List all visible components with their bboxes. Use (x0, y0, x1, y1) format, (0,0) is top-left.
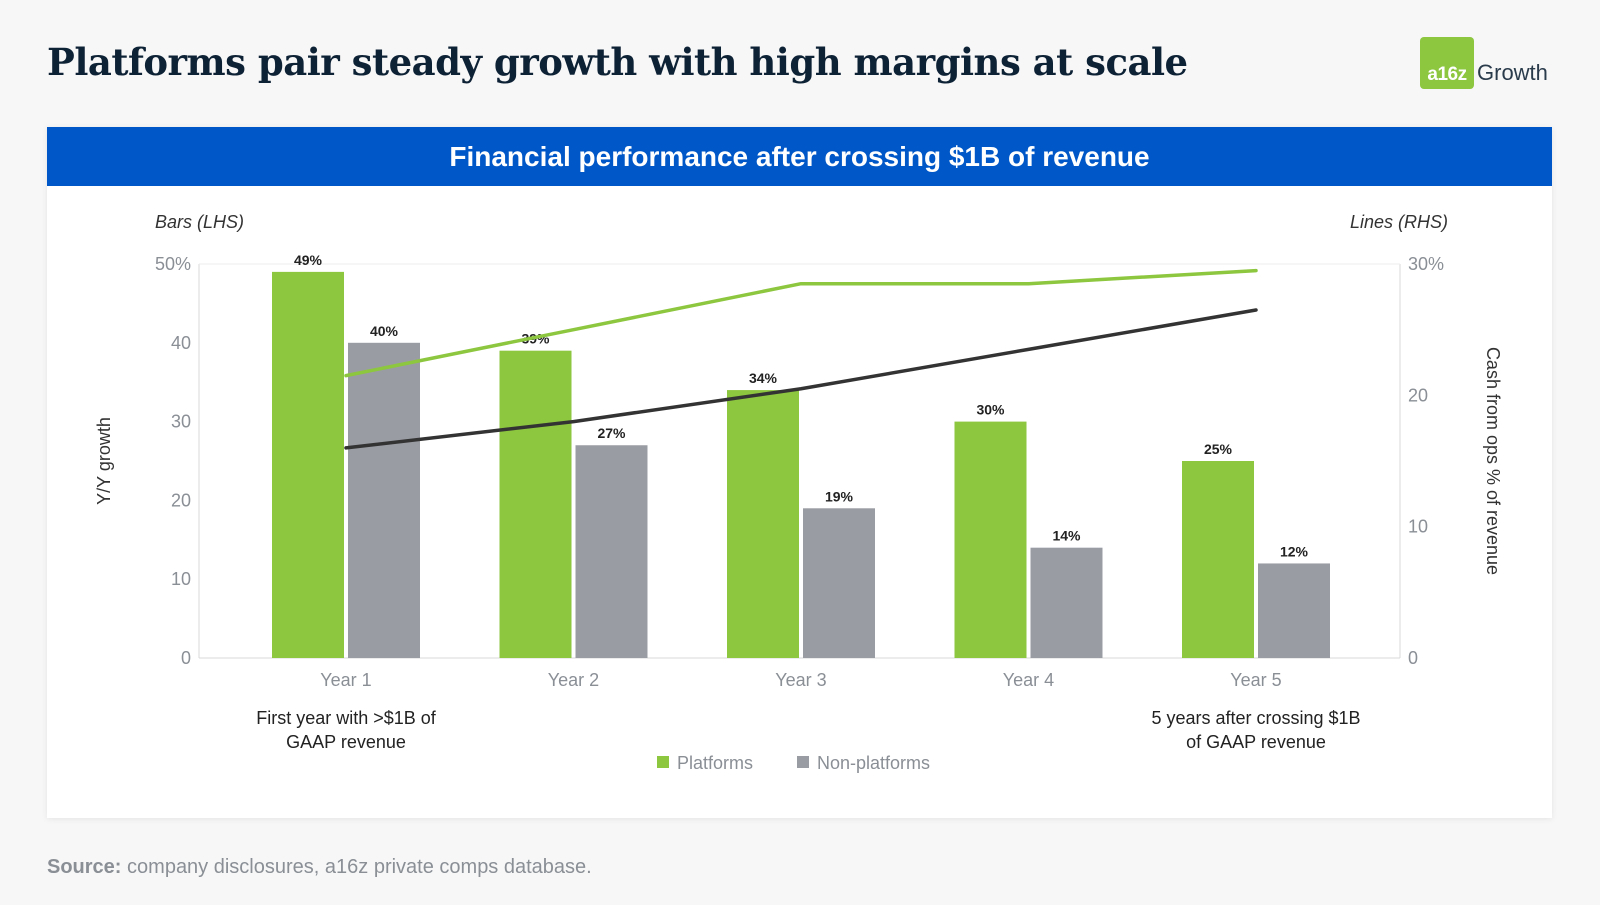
platforms-cfo-line (344, 268, 1258, 378)
right-axis-title: Lines (RHS) (1350, 212, 1448, 232)
x-tick-label: Year 5 (1230, 670, 1281, 690)
platforms-bar-label: 49% (294, 252, 323, 268)
x-tick-label: Year 4 (1003, 670, 1054, 690)
year-annotation: 5 years after crossing $1B (1151, 708, 1360, 728)
non-platforms-bar (1258, 563, 1330, 658)
non-platforms-bar-label: 40% (370, 323, 399, 339)
year-annotation: GAAP revenue (286, 732, 406, 752)
logo-wordmark: Growth (1477, 60, 1548, 85)
chart-banner-title: Financial performance after crossing $1B… (47, 127, 1552, 186)
source-note: Source: company disclosures, a16z privat… (47, 856, 592, 879)
non-platforms-bar-label: 27% (597, 425, 626, 441)
platforms-bar (499, 350, 572, 658)
year-annotation: First year with >$1B of (256, 708, 437, 728)
right-axis-label: Cash from ops % of revenue (1483, 347, 1503, 575)
right-tick-label: 30% (1408, 254, 1444, 274)
x-tick-label: Year 2 (548, 670, 599, 690)
legend-swatch-platforms (657, 756, 669, 768)
non-platforms-bar (348, 342, 420, 658)
logo-mark: a16z (1427, 64, 1467, 85)
x-tick-label: Year 3 (775, 670, 826, 690)
non-platforms-bar (803, 508, 875, 658)
left-axis-title: Bars (LHS) (155, 212, 244, 232)
platforms-bar-label: 30% (976, 402, 1005, 418)
left-tick-label: 20 (171, 490, 191, 510)
source-text: company disclosures, a16z private comps … (127, 856, 592, 878)
logo-badge: a16z (1420, 37, 1474, 89)
legend-label-non-platforms: Non-platforms (817, 753, 930, 773)
right-tick-label: 0 (1408, 648, 1418, 668)
platforms-bar-label: 34% (749, 370, 778, 386)
non-platforms-bar-label: 12% (1280, 543, 1309, 559)
legend-label-platforms: Platforms (677, 753, 753, 773)
non-platforms-bar (575, 445, 648, 658)
page-title: Platforms pair steady growth with high m… (47, 40, 1188, 84)
platforms-bar (1182, 461, 1254, 658)
non-platforms-bar-label: 19% (825, 488, 854, 504)
right-tick-label: 10 (1408, 517, 1428, 537)
left-tick-label: 30 (171, 412, 191, 432)
non-platforms-bar (1030, 547, 1103, 658)
left-tick-label: 0 (181, 648, 191, 668)
left-tick-label: 10 (171, 569, 191, 589)
left-tick-label: 50% (155, 254, 191, 274)
right-tick-label: 20 (1408, 385, 1428, 405)
non-platforms-cfo-line (344, 308, 1258, 450)
source-label: Source: (47, 856, 122, 878)
legend-swatch-non-platforms (797, 756, 809, 768)
left-tick-label: 40 (171, 333, 191, 353)
platforms-bar (727, 390, 799, 658)
left-axis-label: Y/Y growth (94, 417, 114, 505)
platforms-bar-label: 25% (1204, 441, 1233, 457)
platforms-bar (272, 271, 344, 658)
platforms-bar (954, 421, 1027, 658)
year-annotation: of GAAP revenue (1186, 732, 1326, 752)
non-platforms-bar-label: 14% (1052, 528, 1081, 544)
x-tick-label: Year 1 (320, 670, 371, 690)
